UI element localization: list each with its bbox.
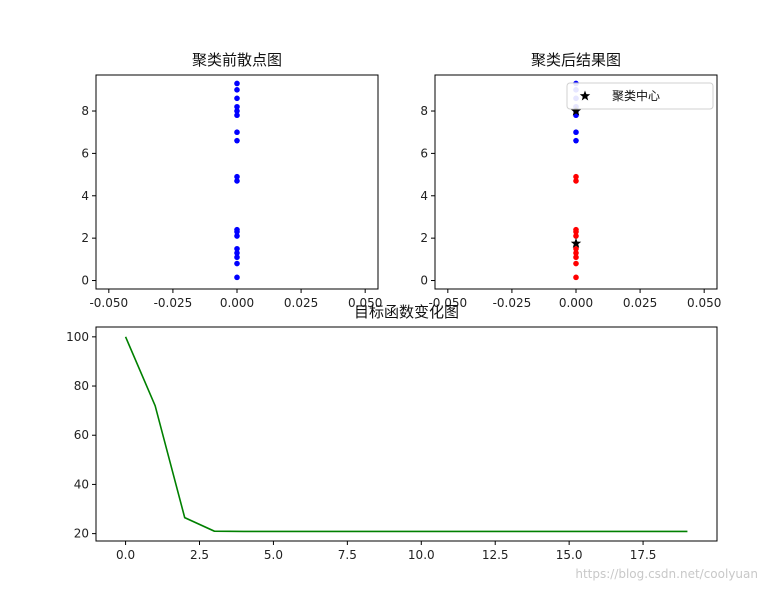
scatter-point bbox=[234, 274, 240, 281]
chart-title: 聚类后结果图 bbox=[531, 51, 621, 69]
scatter-point bbox=[573, 250, 579, 256]
scatter-point bbox=[234, 112, 240, 119]
scatter-point bbox=[234, 137, 240, 144]
y-tick-label: 4 bbox=[420, 189, 428, 203]
scatter-point bbox=[573, 173, 579, 180]
legend-label: 聚类中心 bbox=[612, 88, 660, 103]
scatter-point bbox=[573, 254, 579, 261]
scatter-point bbox=[573, 178, 579, 184]
x-tick-label: -0.025 bbox=[154, 296, 193, 310]
y-tick-label: 0 bbox=[81, 274, 89, 288]
scatter-point bbox=[234, 245, 240, 252]
y-tick-label: 40 bbox=[74, 477, 89, 491]
x-tick-label: -0.025 bbox=[493, 296, 532, 310]
y-tick-label: 8 bbox=[420, 104, 428, 118]
x-tick-label: 5.0 bbox=[264, 548, 283, 562]
scatter-point bbox=[573, 226, 579, 233]
x-tick-label: 10.0 bbox=[408, 548, 435, 562]
x-tick-label: 0.000 bbox=[559, 296, 593, 310]
scatter-point bbox=[234, 95, 240, 102]
plot-area-2 bbox=[95, 326, 718, 542]
y-tick-label: 100 bbox=[66, 330, 89, 344]
y-tick-label: 60 bbox=[74, 428, 89, 442]
x-tick-label: -0.050 bbox=[428, 296, 467, 310]
y-tick-label: 2 bbox=[420, 231, 428, 245]
x-tick-label: 0.050 bbox=[687, 296, 721, 310]
scatter-point bbox=[234, 250, 240, 256]
scatter-point bbox=[573, 137, 579, 144]
x-tick-label: 17.5 bbox=[630, 548, 657, 562]
x-tick-label: 0.025 bbox=[284, 296, 318, 310]
x-tick-label: 0.0 bbox=[116, 548, 135, 562]
x-tick-label: 7.5 bbox=[338, 548, 357, 562]
x-tick-label: 2.5 bbox=[190, 548, 209, 562]
scatter-point bbox=[234, 80, 240, 87]
x-tick-label: 15.0 bbox=[556, 548, 583, 562]
x-tick-label: 0.025 bbox=[623, 296, 657, 310]
y-tick-label: 6 bbox=[420, 146, 428, 160]
y-tick-label: 8 bbox=[81, 104, 89, 118]
legend-star-icon bbox=[579, 90, 591, 101]
scatter-point bbox=[573, 274, 579, 281]
scatter-point bbox=[573, 245, 579, 252]
watermark: https://blog.csdn.net/coolyuan bbox=[575, 567, 758, 581]
scatter-point bbox=[234, 129, 240, 136]
y-tick-label: 4 bbox=[81, 189, 89, 203]
scatter-point bbox=[573, 233, 579, 239]
y-tick-label: 0 bbox=[420, 274, 428, 288]
y-tick-label: 20 bbox=[74, 527, 89, 541]
chart-title: 聚类前散点图 bbox=[192, 51, 282, 69]
x-tick-label: 0.000 bbox=[220, 296, 254, 310]
scatter-point bbox=[234, 260, 240, 267]
x-tick-label: 0.050 bbox=[348, 296, 382, 310]
scatter-point bbox=[234, 87, 240, 93]
scatter-point bbox=[234, 254, 240, 261]
x-tick-label: 12.5 bbox=[482, 548, 509, 562]
y-tick-label: 2 bbox=[81, 231, 89, 245]
scatter-point bbox=[234, 103, 240, 110]
x-tick-label: -0.050 bbox=[89, 296, 128, 310]
scatter-point bbox=[573, 129, 579, 136]
scatter-point bbox=[573, 260, 579, 267]
cluster-center-star bbox=[570, 105, 582, 116]
y-tick-label: 6 bbox=[81, 146, 89, 160]
scatter-point bbox=[234, 108, 240, 114]
cluster-center-star bbox=[570, 237, 582, 248]
scatter-point bbox=[234, 226, 240, 233]
chart-title: 目标函数变化图 bbox=[354, 303, 459, 321]
objective-line bbox=[124, 336, 688, 533]
scatter-point bbox=[234, 173, 240, 180]
y-tick-label: 80 bbox=[74, 379, 89, 393]
legend-box bbox=[566, 82, 714, 110]
scatter-point bbox=[234, 233, 240, 239]
scatter-point bbox=[234, 178, 240, 184]
